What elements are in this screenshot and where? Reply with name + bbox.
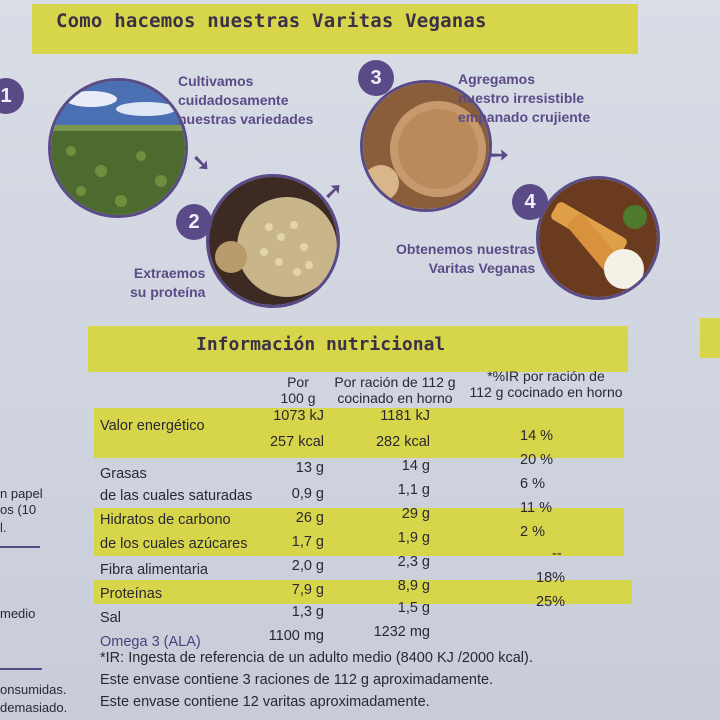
row-per100: 1100 mg bbox=[268, 628, 324, 644]
footnote-servings: Este envase contiene 3 raciones de 112 g… bbox=[100, 672, 494, 688]
footnote-ir: *IR: Ingesta de referencia de un adulto … bbox=[100, 650, 533, 666]
column-header-ir: *%IR por ración de 112 g cocinado en hor… bbox=[469, 368, 623, 400]
row-per-serving: 8,9 g bbox=[397, 578, 430, 594]
row-ir: 20 % bbox=[520, 452, 554, 468]
row-per-serving: 1,9 g bbox=[397, 530, 430, 546]
step-2-badge: 2 bbox=[176, 204, 212, 240]
row-label: Omega 3 (ALA) bbox=[100, 634, 201, 650]
arrow-icon: ➚ bbox=[324, 178, 343, 203]
divider bbox=[0, 546, 40, 548]
column-header-per100: Por 100 g bbox=[280, 374, 316, 406]
row-label: de los cuales azúcares bbox=[100, 536, 248, 552]
edge-band bbox=[700, 318, 720, 358]
row-label: Sal bbox=[100, 610, 121, 626]
edge-text: os (10 bbox=[0, 502, 37, 517]
field-photo bbox=[48, 78, 188, 218]
row-per-serving: 2,3 g bbox=[397, 554, 430, 570]
row-per100: 0,9 g bbox=[291, 486, 324, 502]
step-4-badge: 4 bbox=[512, 184, 548, 220]
nutrition-title-banner bbox=[88, 326, 628, 372]
row-ir: 2 % bbox=[520, 524, 545, 540]
edge-text: demasiado. bbox=[0, 700, 68, 715]
row-per100: 26 g bbox=[295, 510, 324, 526]
step-2-text: Extraemos su proteína bbox=[130, 265, 206, 300]
edge-text: l. bbox=[0, 520, 7, 535]
row-per-serving: 282 kcal bbox=[375, 434, 430, 450]
step-3-text: Agregamos nuestro irresistible empanado … bbox=[458, 71, 591, 125]
protein-photo bbox=[206, 174, 340, 308]
column-header-per-serving: Por ración de 112 g cocinado en horno bbox=[334, 374, 456, 406]
row-ir: 14 % bbox=[520, 428, 554, 444]
row-per-serving: 1181 kJ bbox=[380, 408, 430, 424]
nutrition-title: Información nutricional bbox=[196, 334, 446, 355]
row-label: Proteínas bbox=[100, 586, 163, 602]
edge-text: onsumidas. bbox=[0, 682, 67, 697]
footnote-sticks: Este envase contiene 12 varitas aproxima… bbox=[100, 694, 430, 710]
edge-text: medio bbox=[0, 606, 36, 621]
row-label: Fibra alimentaria bbox=[100, 562, 208, 578]
row-per-serving: 1232 mg bbox=[373, 624, 430, 640]
row-highlight bbox=[94, 508, 624, 556]
row-highlight bbox=[94, 408, 624, 458]
row-per100: 1,7 g bbox=[291, 534, 324, 550]
row-label: Hidratos de carbono bbox=[100, 512, 231, 528]
row-label: de las cuales saturadas bbox=[100, 488, 253, 504]
breading-photo bbox=[360, 80, 492, 212]
title-banner bbox=[32, 4, 638, 54]
row-ir: 6 % bbox=[520, 476, 545, 492]
row-per100: 1073 kJ bbox=[273, 408, 324, 424]
step-1-text: Cultivamos cuidadosamente nuestras varie… bbox=[178, 73, 314, 127]
row-per-serving: 1,1 g bbox=[397, 482, 430, 498]
row-ir: -- bbox=[552, 546, 562, 562]
edge-text: n papel bbox=[0, 486, 43, 501]
row-per100: 257 kcal bbox=[269, 434, 324, 450]
row-label: Valor energético bbox=[100, 418, 205, 434]
step-1-badge: 1 bbox=[0, 78, 24, 114]
row-ir: 11 % bbox=[520, 500, 552, 516]
step-3-badge: 3 bbox=[358, 60, 394, 96]
row-per-serving: 14 g bbox=[401, 458, 430, 474]
row-ir: 18% bbox=[536, 570, 566, 586]
step-4-text: Obtenemos nuestras Varitas Veganas bbox=[396, 241, 536, 276]
row-per100: 2,0 g bbox=[291, 558, 324, 574]
arrow-icon: ➙ bbox=[490, 142, 509, 167]
row-per-serving: 1,5 g bbox=[397, 600, 430, 616]
divider bbox=[0, 668, 42, 670]
row-per100: 7,9 g bbox=[291, 582, 324, 598]
vegan-sticks-photo bbox=[536, 176, 660, 300]
row-per100: 13 g bbox=[295, 460, 324, 476]
row-highlight bbox=[94, 580, 632, 604]
row-per100: 1,3 g bbox=[291, 604, 324, 620]
page-title: Como hacemos nuestras Varitas Veganas bbox=[56, 10, 487, 32]
arrow-icon: ➘ bbox=[192, 150, 211, 175]
row-label: Grasas bbox=[100, 466, 147, 482]
row-per-serving: 29 g bbox=[401, 506, 430, 522]
row-ir: 25% bbox=[536, 594, 566, 610]
